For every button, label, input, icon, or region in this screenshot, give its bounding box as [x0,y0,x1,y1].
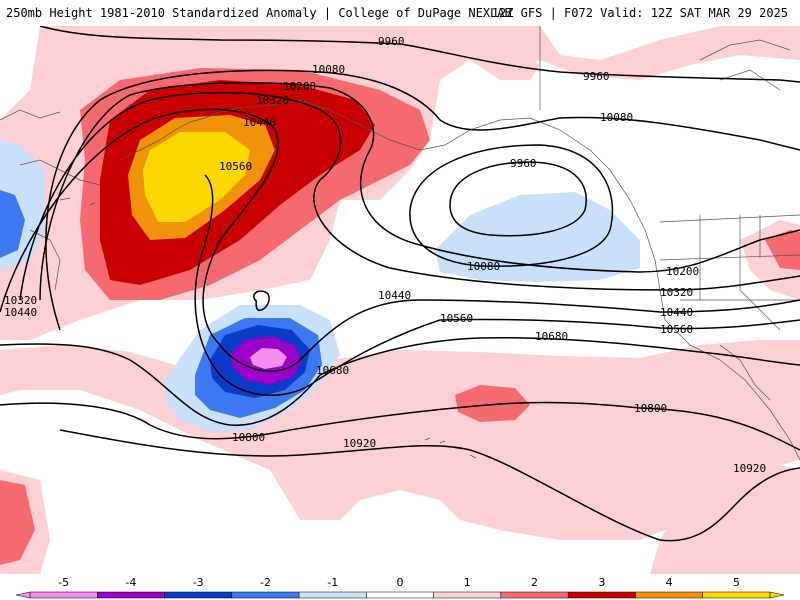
anomaly-fill-negative-1 [435,192,640,282]
contour-label: 10800 [232,431,265,444]
contour-label: 9960 [378,35,405,48]
contour-label: 10200 [283,80,316,93]
model-valid-time: 12Z GFS | F072 Valid: 12Z SAT MAR 29 202… [491,6,788,20]
anomaly-fill-positive-2 [765,230,800,270]
colorbar-legend: -5 -4 -3 -2 -1 0 1 2 3 4 5 [15,576,785,599]
colorbar-tick-label: -2 [260,576,271,589]
contour-label: 10560 [219,160,252,173]
anomaly-map: 9960 10080 10200 10320 10440 10560 9960 … [0,26,800,574]
anomaly-fill-positive-2 [0,480,35,565]
us-canada-border [659,214,800,223]
contour-line-10560-small [253,290,270,311]
colorbar-swatch [500,591,569,599]
contour-label: 10080 [312,63,345,76]
contour-line-9960 [449,161,587,237]
contour-label: 10560 [660,323,693,336]
baja-coastline [719,344,771,401]
hudson-region-coast [699,39,791,91]
contour-label: 10320 [4,294,37,307]
colorbar-tick-label: -1 [327,576,338,589]
colorbar-tick-label: 5 [733,576,740,589]
colorbar-swatch [97,591,165,599]
anomaly-fill-positive-1 [650,460,800,574]
contour-label: 10680 [316,364,349,377]
contour-label: 10320 [660,286,693,299]
colorbar-tick-label: 3 [598,576,605,589]
contour-line-10080 [409,144,614,267]
colorbar-swatch [29,591,98,599]
us-state-borders [659,215,800,331]
contour-line-10920 [59,429,800,542]
hawaii-islands [424,437,477,459]
contour-label: 10080 [600,111,633,124]
header: 250mb Height 1981-2010 Standardized Anom… [0,0,800,26]
contour-label: 9960 [583,70,610,83]
contour-label: 10080 [467,260,500,273]
colorbar-tick-label: 2 [531,576,538,589]
colorbar-swatch [366,591,434,599]
colorbar-swatch [702,591,771,599]
contour-label: 10920 [343,437,376,450]
colorbar-arrow-right [769,591,785,599]
contour-line-10440 [0,108,800,372]
contour-label: 10440 [243,116,276,129]
colorbar-tick-label: 4 [666,576,673,589]
colorbar-tick-label: -5 [58,576,69,589]
map-title: 250mb Height 1981-2010 Standardized Anom… [6,6,512,20]
contour-label: 10320 [256,94,289,107]
aleutian-islands [19,159,101,206]
contour-line-10080 [45,69,800,331]
anomaly-fill-negative-2 [0,190,25,258]
colorbar-swatch [433,591,502,599]
contour-label: 10440 [660,306,693,319]
colorbar-swatch [231,591,300,599]
contour-label: 10800 [634,402,667,415]
contour-line-9960 [39,26,800,83]
height-contours [0,26,800,542]
contour-line-10560 [194,174,800,396]
colorbar-swatch [164,591,233,599]
anomaly-fill-negative-5 [250,348,287,369]
anomaly-fill-positive-2 [455,385,530,422]
contour-label: 10440 [378,289,411,302]
contour-line-10680 [0,336,800,426]
contour-label: 10200 [666,265,699,278]
contour-line-10200 [39,81,800,301]
contour-labels: 9960 10080 10200 10320 10440 10560 9960 … [4,35,766,475]
contour-line-10800 [0,401,800,451]
siberia-coast [0,109,61,291]
contour-label: 10560 [440,312,473,325]
colorbar-arrow-left [15,591,31,599]
colorbar-swatch [635,591,703,599]
colorbar-tick-label: 1 [464,576,471,589]
colorbar-tick-label: -4 [125,576,136,589]
colorbar-swatch [298,591,367,599]
contour-label: 9960 [510,157,537,170]
colorbar-ticks: -5 -4 -3 -2 -1 0 1 2 3 4 5 [58,576,740,589]
contour-line-10320 [19,91,800,301]
colorbar-tick-label: -3 [193,576,204,589]
alaska-coastline [119,99,531,161]
anomaly-fill-positive-5 [143,132,250,222]
contour-label: 10680 [535,330,568,343]
contour-label: 10920 [733,462,766,475]
colorbar-swatches [15,591,785,599]
colorbar-swatch [567,591,636,599]
colorbar-tick-label: 0 [397,576,404,589]
contour-label: 10440 [4,306,37,319]
